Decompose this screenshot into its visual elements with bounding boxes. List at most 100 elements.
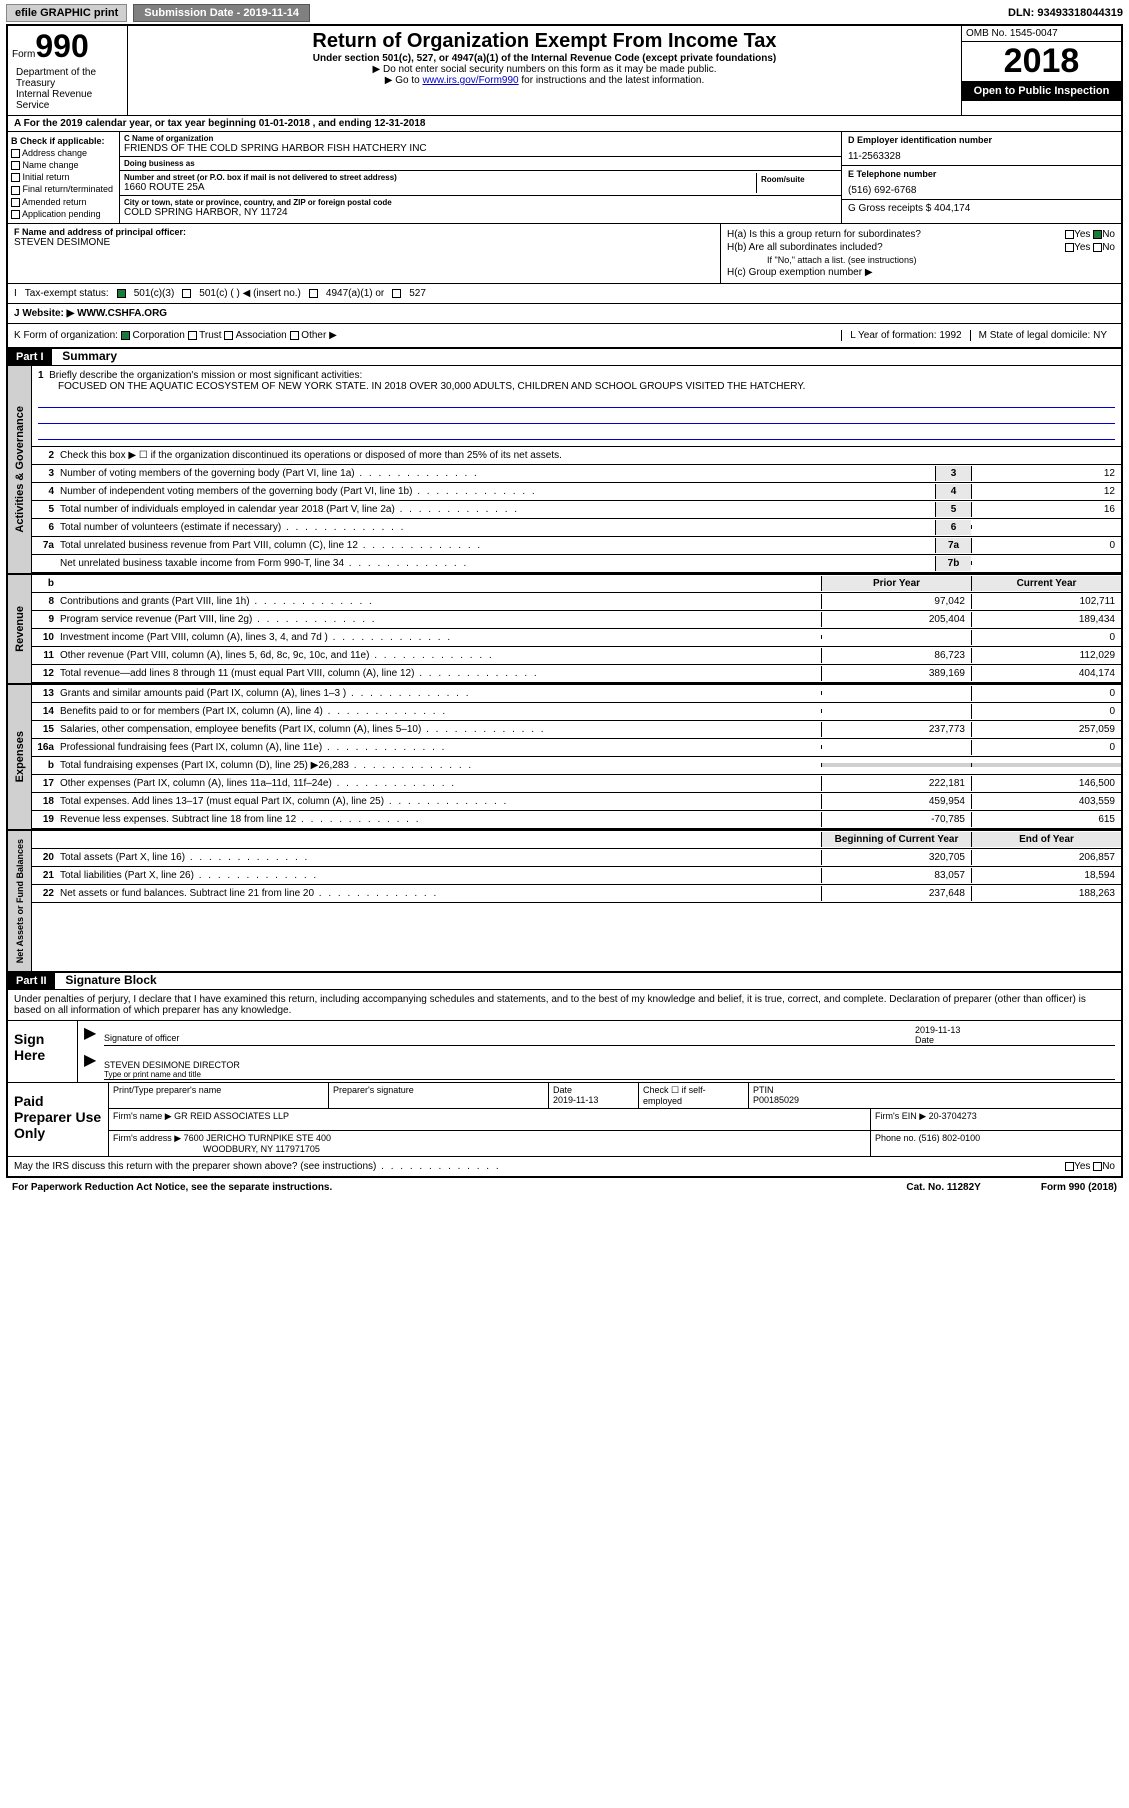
- sign-name-label: Type or print name and title: [104, 1070, 1115, 1079]
- hc-label: H(c) Group exemption number ▶: [727, 267, 873, 278]
- dept-text: Department of the Treasury Internal Reve…: [12, 65, 123, 113]
- sign-date-label: Date: [915, 1035, 1115, 1045]
- checkbox-final-return[interactable]: [11, 186, 20, 195]
- officer-label: F Name and address of principal officer:: [14, 227, 714, 237]
- checkbox-address-change[interactable]: [11, 149, 20, 158]
- firm-phone: (516) 802-0100: [919, 1133, 981, 1143]
- sig-label: Signature of officer: [104, 1033, 179, 1043]
- expenses-label: Expenses: [12, 723, 28, 790]
- instructions-link[interactable]: www.irs.gov/Form990: [422, 75, 518, 86]
- hb-no: No: [1102, 242, 1115, 253]
- status-opt4: 527: [409, 288, 426, 299]
- net-assets-label: Net Assets or Fund Balances: [13, 831, 27, 971]
- firm-ein: 20-3704273: [929, 1111, 977, 1121]
- hb-note: If "No," attach a list. (see instruction…: [767, 255, 916, 265]
- hb-no-checkbox[interactable]: [1093, 243, 1102, 252]
- checkbox-name-change[interactable]: [11, 161, 20, 170]
- k-corp: Corporation: [133, 330, 185, 341]
- status-4947-checkbox[interactable]: [309, 289, 318, 298]
- ha-yes-checkbox[interactable]: [1065, 230, 1074, 239]
- status-label: Tax-exempt status:: [25, 288, 109, 299]
- ein-value: 11-2563328: [848, 145, 1115, 162]
- sign-date: 2019-11-13: [915, 1025, 1115, 1035]
- hb-label: H(b) Are all subordinates included?: [727, 242, 883, 253]
- ha-label: H(a) Is this a group return for subordin…: [727, 229, 921, 240]
- line-a-text: For the 2019 calendar year, or tax year …: [24, 118, 426, 129]
- l-year-formation: L Year of formation: 1992: [841, 330, 969, 341]
- k-label: K Form of organization:: [14, 330, 118, 341]
- col-b-header: B Check if applicable:: [11, 136, 116, 146]
- ha-yes: Yes: [1074, 229, 1090, 240]
- status-501c-checkbox[interactable]: [182, 289, 191, 298]
- phone-label: E Telephone number: [848, 169, 1115, 179]
- k-trust: Trust: [199, 330, 221, 341]
- website-label: J Website: ▶: [14, 308, 74, 319]
- discuss-question: May the IRS discuss this return with the…: [14, 1161, 501, 1172]
- hb-yes-checkbox[interactable]: [1065, 243, 1074, 252]
- public-inspection-badge: Open to Public Inspection: [962, 81, 1121, 101]
- goto-post: for instructions and the latest informat…: [519, 75, 705, 86]
- part2-title: Signature Block: [57, 971, 164, 989]
- ha-no: No: [1102, 229, 1115, 240]
- sign-here-label: Sign Here: [8, 1021, 78, 1082]
- ha-no-checkbox[interactable]: [1093, 230, 1102, 239]
- omb-number: OMB No. 1545-0047: [962, 26, 1121, 42]
- firm-addr-label: Firm's address ▶: [113, 1133, 181, 1143]
- main-title: Return of Organization Exempt From Incom…: [132, 30, 957, 53]
- k-trust-checkbox[interactable]: [188, 331, 197, 340]
- status-501c3-checkbox[interactable]: [117, 289, 126, 298]
- discuss-no: No: [1102, 1161, 1115, 1172]
- room-label: Room/suite: [761, 175, 833, 184]
- city-value: COLD SPRING HARBOR, NY 11724: [124, 207, 837, 218]
- discuss-yes-checkbox[interactable]: [1065, 1162, 1074, 1171]
- discuss-no-checkbox[interactable]: [1093, 1162, 1102, 1171]
- cb-label-5: Application pending: [22, 209, 101, 219]
- website-value: WWW.CSHFA.ORG: [77, 308, 167, 319]
- status-opt1: 501(c)(3): [134, 288, 175, 299]
- checkbox-pending[interactable]: [11, 210, 20, 219]
- addr-label: Number and street (or P.O. box if mail i…: [124, 173, 756, 182]
- arrow-icon-2: ▶: [84, 1050, 104, 1080]
- org-name-label: C Name of organization: [124, 134, 837, 143]
- sign-name: STEVEN DESIMONE DIRECTOR: [104, 1060, 1115, 1070]
- ein-label: D Employer identification number: [848, 135, 1115, 145]
- prep-date-label: Date: [553, 1085, 634, 1095]
- arrow-icon: ▶: [84, 1023, 104, 1046]
- status-opt3: 4947(a)(1) or: [326, 288, 384, 299]
- status-527-checkbox[interactable]: [392, 289, 401, 298]
- gross-receipts: G Gross receipts $ 404,174: [848, 203, 1115, 214]
- prep-sig-label: Preparer's signature: [333, 1085, 544, 1095]
- firm-label: Firm's name ▶: [113, 1111, 172, 1121]
- goto-pre: ▶ Go to: [385, 75, 423, 86]
- paid-preparer-label: Paid Preparer Use Only: [8, 1083, 108, 1156]
- k-assoc-checkbox[interactable]: [224, 331, 233, 340]
- checkbox-initial-return[interactable]: [11, 173, 20, 182]
- phone-value: (516) 692-6768: [848, 179, 1115, 196]
- officer-name: STEVEN DESIMONE: [14, 237, 714, 248]
- cat-no: Cat. No. 11282Y: [906, 1182, 980, 1193]
- status-opt2: 501(c) ( ) ◀ (insert no.): [199, 288, 301, 299]
- cb-label-2: Initial return: [23, 172, 70, 182]
- firm-addr: 7600 JERICHO TURNPIKE STE 400: [184, 1133, 331, 1143]
- firm-phone-label: Phone no.: [875, 1133, 916, 1143]
- k-other: Other ▶: [301, 330, 336, 341]
- efile-print-button[interactable]: efile GRAPHIC print: [6, 4, 127, 22]
- officer-name-field[interactable]: STEVEN DESIMONE DIRECTORType or print na…: [104, 1050, 1115, 1080]
- officer-signature-field[interactable]: Signature of officer: [104, 1023, 915, 1046]
- firm-ein-label: Firm's EIN ▶: [875, 1111, 926, 1121]
- header-bar: efile GRAPHIC print Submission Date - 20…: [6, 4, 1123, 22]
- part2-header: Part II: [8, 973, 55, 989]
- prep-check-label: Check ☐ if self-employed: [643, 1085, 744, 1106]
- checkbox-amended[interactable]: [11, 198, 20, 207]
- firm-name: GR REID ASSOCIATES LLP: [174, 1111, 289, 1121]
- k-corp-checkbox[interactable]: [121, 331, 130, 340]
- discuss-yes: Yes: [1074, 1161, 1090, 1172]
- form-label: Form: [12, 49, 35, 60]
- submission-date-badge: Submission Date - 2019-11-14: [133, 4, 310, 22]
- part1-title: Summary: [54, 347, 125, 365]
- form-number: 990: [35, 28, 88, 64]
- k-other-checkbox[interactable]: [290, 331, 299, 340]
- addr-value: 1660 ROUTE 25A: [124, 182, 756, 193]
- tax-year: 2018: [962, 42, 1121, 81]
- cb-label-4: Amended return: [22, 197, 87, 207]
